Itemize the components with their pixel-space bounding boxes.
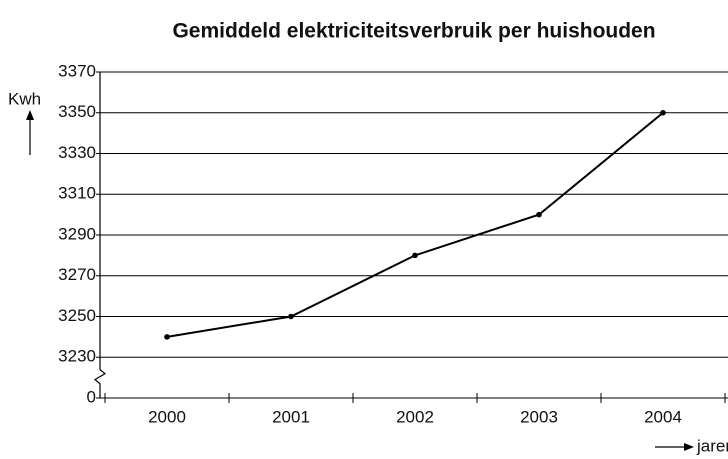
x-tick-label: 2001	[272, 407, 310, 426]
y-tick-label: 3250	[58, 306, 96, 325]
line	[166, 111, 664, 338]
y-tick-label: 3370	[58, 61, 96, 80]
point	[536, 211, 542, 218]
y-tick-label: 3290	[58, 224, 96, 243]
y-tick-label: 0	[87, 387, 96, 406]
point	[164, 334, 170, 340]
axis-break	[93, 369, 107, 398]
y-axis-label: Kwh	[8, 89, 41, 108]
y-tick-label: 3330	[58, 143, 96, 162]
point	[660, 109, 666, 116]
x-tick-label: 2000	[148, 407, 186, 426]
x-arrow-head	[684, 443, 694, 451]
chart-title: Gemiddeld elektriciteitsverbruik per hui…	[172, 20, 655, 43]
y-tick-label: 3350	[58, 102, 96, 121]
x-tick-label: 2003	[520, 407, 558, 426]
y-tick-label: 3230	[58, 347, 96, 366]
x-tick-label: 2004	[644, 407, 682, 426]
x-tick-label: 2002	[396, 407, 434, 426]
y-tick-label: 3270	[58, 265, 96, 284]
point	[412, 252, 418, 259]
y-arrow-head	[26, 110, 34, 120]
x-axis-label: jaren	[696, 436, 728, 455]
point	[288, 313, 294, 320]
y-tick-label: 3310	[58, 184, 96, 203]
